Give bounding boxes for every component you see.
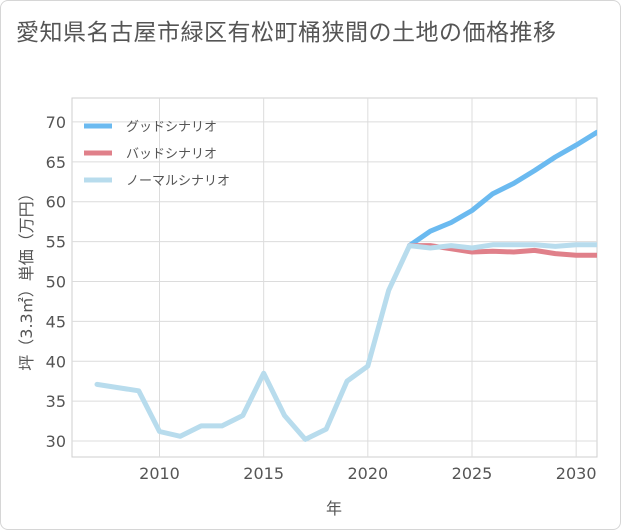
x-tick-label: 2010	[139, 464, 180, 483]
x-tick-label: 2030	[556, 464, 597, 483]
x-axis-label: 年	[326, 499, 342, 518]
legend-label-normal: ノーマルシナリオ	[126, 174, 230, 189]
y-tick-label: 30	[46, 432, 66, 451]
series-lines	[94, 129, 597, 442]
x-tick-label: 2020	[347, 464, 388, 483]
y-tick-label: 40	[46, 352, 66, 371]
y-axis-label: 坪（3.3㎡）単価（万円）	[17, 185, 36, 370]
y-tick-label: 65	[46, 153, 66, 172]
y-tick-label: 55	[46, 233, 66, 252]
y-tick-label: 60	[46, 193, 66, 212]
x-tick-label: 2025	[452, 464, 493, 483]
series-line-normal	[94, 242, 597, 442]
y-tick-label: 70	[46, 113, 66, 132]
y-tick-label: 50	[46, 272, 66, 291]
grid	[72, 98, 597, 457]
legend-label-good: グッドシナリオ	[126, 120, 217, 135]
x-tick-label: 2015	[243, 464, 284, 483]
axis-ticks: 2010 2015 2020 2025 2030 30 35 40 45 50 55 60 65 70	[46, 113, 597, 483]
series-line-good	[407, 129, 597, 249]
chart-title: 愛知県名古屋市緑区有松町桶狭間の土地の価格推移	[16, 20, 557, 46]
y-tick-label: 35	[46, 392, 66, 411]
y-tick-label: 45	[46, 312, 66, 331]
legend-label-bad: バッドシナリオ	[126, 147, 217, 162]
